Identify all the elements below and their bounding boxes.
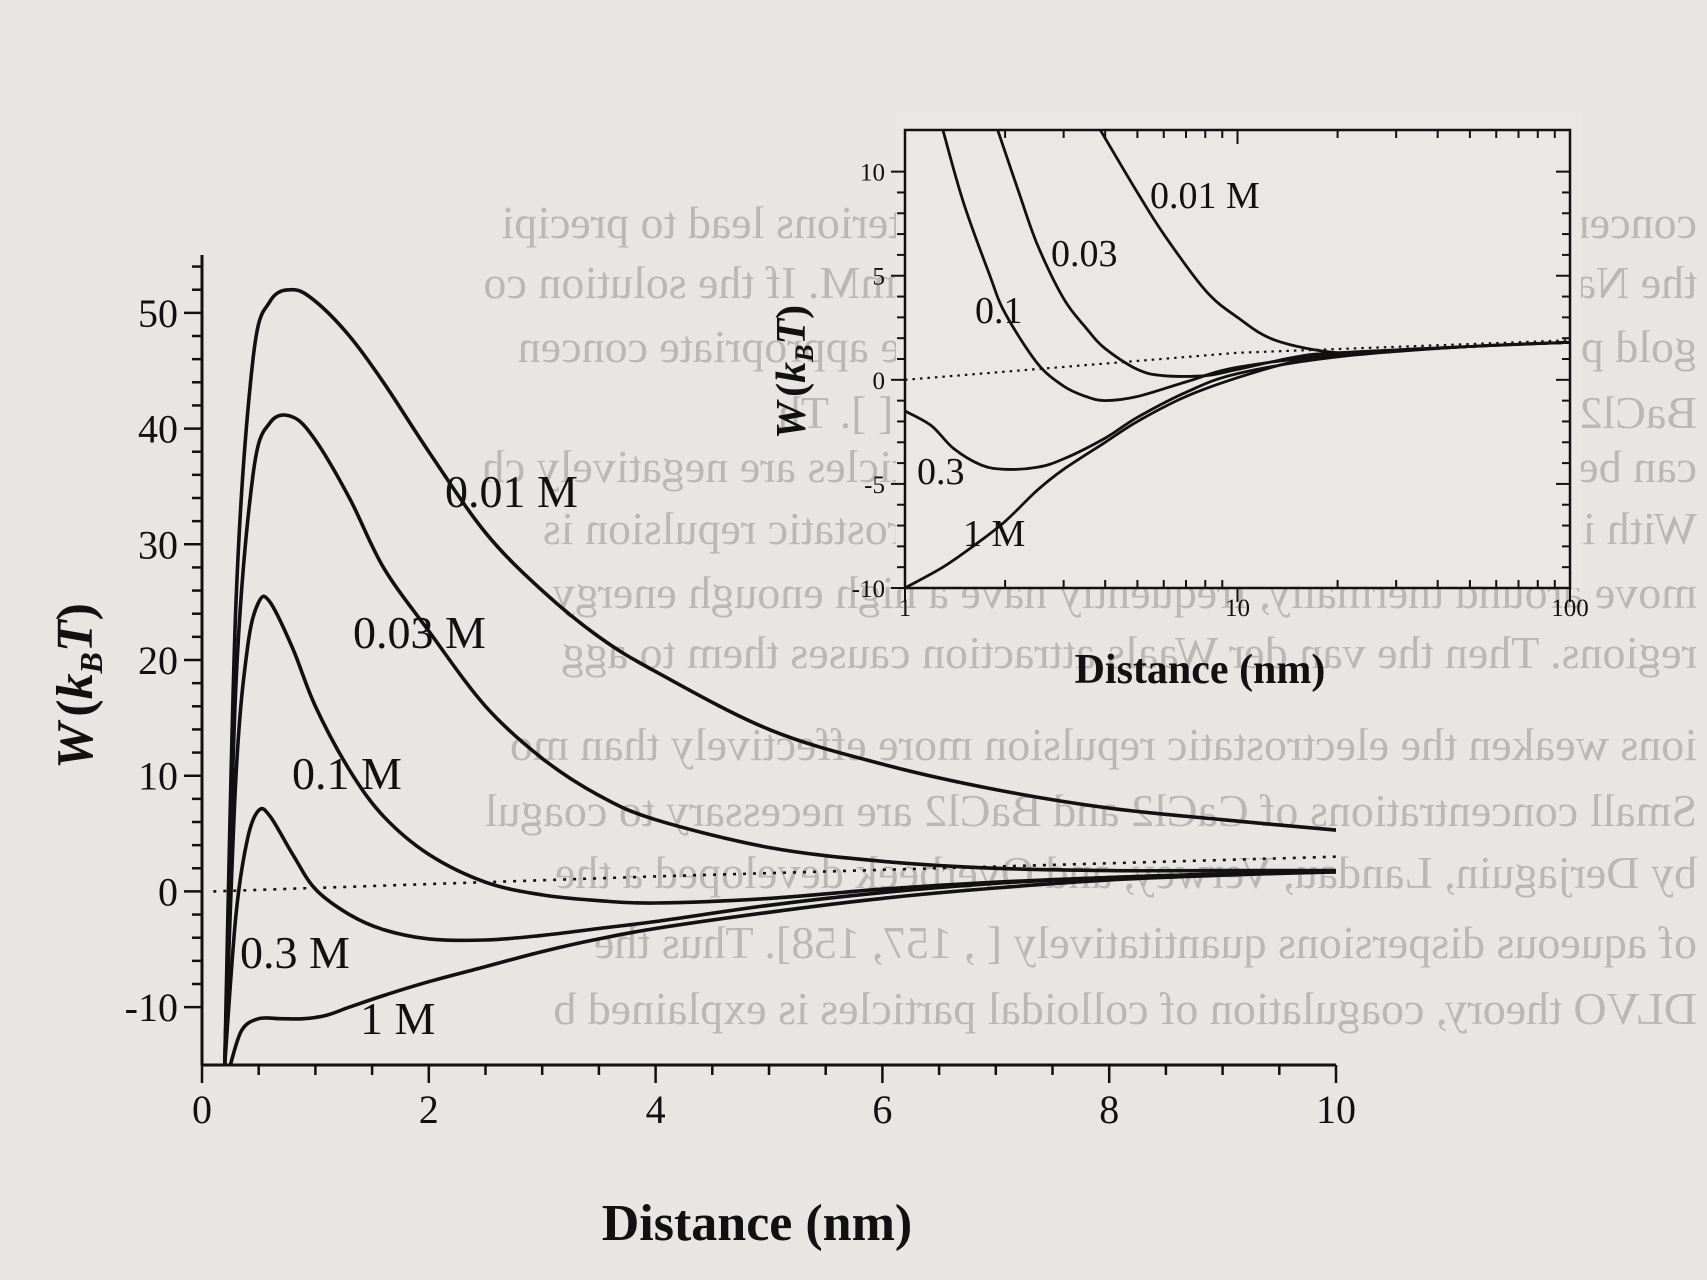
main-label-0.01M: 0.01 M — [445, 466, 578, 517]
bleed-text-line: Small concentrations of CaCl2 and BaCl2 … — [485, 785, 1697, 836]
inset-label-0.03: 0.03 — [1051, 233, 1118, 275]
inset-y-tick-label: 10 — [860, 160, 885, 187]
inset-x-tick-label: 1 — [899, 595, 912, 622]
main-x-tick-label: 8 — [1099, 1087, 1119, 1132]
main-x-tick-label: 4 — [646, 1087, 666, 1132]
inset-zero-reference-line — [904, 339, 1571, 381]
bleed-text-line: regions. Then the van der Waals attracti… — [562, 627, 1697, 678]
main-curves — [222, 287, 1336, 1065]
main-curve-1M — [228, 870, 1336, 1065]
main-x-axis-title: Distance (nm) — [602, 1195, 913, 1252]
inset-background — [896, 112, 1581, 588]
inset-axes: -10 -5 0 5 10 1 10 100 — [852, 128, 1589, 622]
inset-y-axis-title-k: k — [769, 362, 815, 383]
inset-y-axis-title-open: ( — [769, 383, 815, 397]
main-label-1M: 1 M — [360, 993, 435, 1044]
inset-x-tick-label: 100 — [1551, 595, 1589, 622]
main-y-tick-label: -10 — [125, 985, 178, 1030]
main-y-axis-title-sub: B — [73, 652, 109, 674]
inset-x-axis-title: Distance (nm) — [1075, 647, 1326, 693]
main-curve-0.01M — [222, 287, 1336, 1065]
inset-y-tick-label: -5 — [864, 472, 885, 499]
main-x-tick-label: 10 — [1316, 1087, 1356, 1132]
main-y-axis-title: W (kBT) — [47, 603, 109, 769]
main-reference-line — [213, 855, 1337, 893]
inset-curves — [905, 130, 1570, 588]
bleed-text-line: of aqueous dispersions quantitatively [ … — [594, 917, 1697, 968]
inset-y-axis-title-symbol: W — [769, 399, 815, 439]
inset-y-tick-label: -10 — [852, 576, 885, 603]
inset-y-axis-title-close: ) — [769, 305, 815, 319]
main-label-0.1M: 0.1 M — [292, 748, 402, 799]
inset-y-tick-label: 0 — [873, 368, 886, 395]
main-x-tick-label: 6 — [872, 1087, 892, 1132]
inset-label-0.1: 0.1 — [975, 290, 1023, 332]
inset-label-1M: 1 M — [963, 513, 1025, 555]
inset-reference-line — [904, 339, 1571, 381]
main-y-tick-label: 40 — [138, 407, 178, 452]
bleed-text-line: DLVO theory, coagulation of colloidal pa… — [553, 983, 1697, 1034]
main-x-tick-label: 0 — [192, 1087, 212, 1132]
bleed-text-line: ions weaken the electrostatic repulsion … — [510, 719, 1697, 770]
inset-curve-1M — [905, 340, 1570, 588]
inset-y-axis-title-T: T — [769, 316, 815, 344]
main-curve-0.3M — [222, 806, 1336, 1065]
main-y-axis-title-open: ( — [47, 699, 104, 716]
main-y-axis-title-T: T — [47, 618, 104, 652]
inset-y-tick-label: 5 — [873, 264, 886, 291]
inset-y-axis-title: W (kBT) — [769, 305, 819, 439]
inset-label-0.01M: 0.01 M — [1150, 175, 1260, 217]
main-y-tick-label: 0 — [158, 869, 178, 914]
main-y-axis-title-symbol: W — [47, 719, 104, 769]
main-y-tick-label: 10 — [138, 754, 178, 799]
main-y-axis-title-close: ) — [47, 603, 104, 620]
inset-x-tick-label: 10 — [1225, 595, 1250, 622]
main-y-tick-label: 50 — [138, 291, 178, 336]
main-label-0.03M: 0.03 M — [353, 607, 486, 658]
main-y-tick-label: 30 — [138, 522, 178, 567]
main-y-axis-title-k: k — [47, 673, 104, 699]
main-label-0.3M: 0.3 M — [240, 927, 350, 978]
main-zero-reference-line — [213, 855, 1337, 893]
inset-y-axis-title-sub: B — [790, 344, 819, 362]
inset-label-0.3: 0.3 — [917, 451, 965, 493]
main-curve-0.03M — [222, 413, 1336, 1065]
main-y-tick-label: 20 — [138, 638, 178, 683]
main-x-tick-label: 2 — [419, 1087, 439, 1132]
